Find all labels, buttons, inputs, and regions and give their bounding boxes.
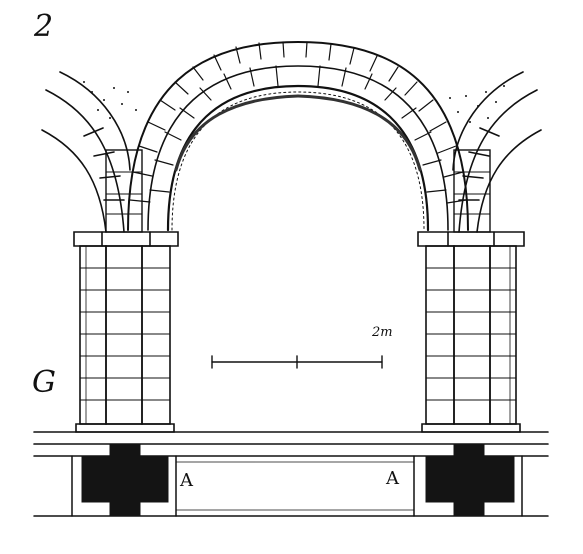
figure-number: 2 bbox=[34, 9, 54, 44]
scale-bar bbox=[211, 355, 383, 369]
plan-letter-label: G bbox=[32, 365, 56, 400]
left-plan-pier bbox=[81, 443, 169, 517]
ground-line bbox=[33, 431, 549, 445]
scale-label: 2m bbox=[372, 325, 393, 340]
right-pier bbox=[417, 149, 525, 433]
main-arch bbox=[127, 40, 469, 232]
right-plan-pier bbox=[425, 443, 515, 517]
left-pier bbox=[73, 149, 179, 433]
vault-stipple bbox=[83, 81, 505, 123]
left-side-arch bbox=[41, 71, 131, 233]
section-label-left: A bbox=[180, 470, 193, 491]
section-label-right: A bbox=[386, 468, 399, 489]
